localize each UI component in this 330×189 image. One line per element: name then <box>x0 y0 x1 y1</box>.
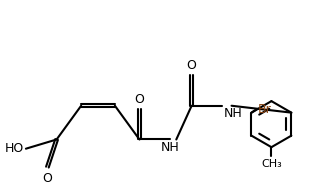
Text: Br: Br <box>258 103 271 116</box>
Text: O: O <box>135 93 145 106</box>
Text: CH₃: CH₃ <box>261 160 282 170</box>
Text: O: O <box>43 172 52 185</box>
Text: NH: NH <box>161 141 180 154</box>
Text: NH: NH <box>224 107 243 120</box>
Text: O: O <box>187 59 197 72</box>
Text: HO: HO <box>5 142 24 155</box>
